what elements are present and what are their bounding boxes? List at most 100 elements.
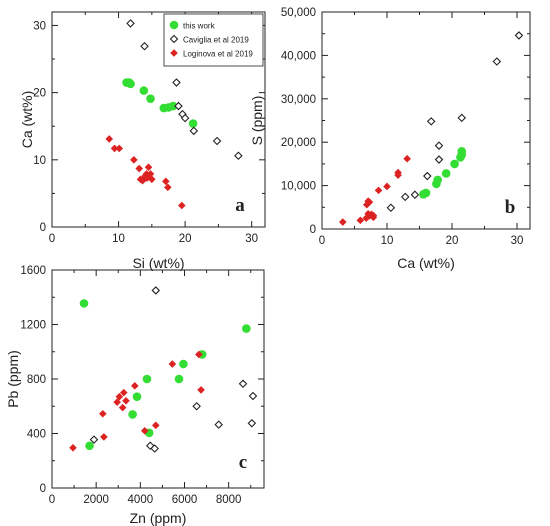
x-tick-label: 8000 bbox=[216, 494, 242, 506]
x-tick-label: 0 bbox=[49, 494, 55, 506]
data-point bbox=[434, 141, 444, 150]
data-point bbox=[177, 201, 186, 210]
data-point bbox=[172, 78, 181, 87]
x-tick-label: 30 bbox=[511, 235, 524, 247]
series-caviglia-et-al-2019 bbox=[89, 286, 258, 453]
x-tick-label: 2000 bbox=[83, 494, 109, 506]
data-point bbox=[69, 444, 77, 452]
x-axis-label: Ca (wt%) bbox=[397, 255, 455, 271]
y-tick-label: 50,000 bbox=[281, 7, 316, 19]
data-point bbox=[139, 86, 149, 95]
y-axis-label: S (ppm) bbox=[249, 96, 265, 146]
x-tick-label: 20 bbox=[446, 235, 459, 247]
data-point bbox=[162, 177, 170, 186]
data-point bbox=[119, 388, 128, 397]
data-point bbox=[394, 168, 402, 177]
data-point bbox=[238, 379, 248, 389]
y-tick-label: 30,000 bbox=[281, 94, 316, 106]
data-point bbox=[374, 186, 383, 195]
legend-marker bbox=[169, 20, 179, 30]
panel-letter: b bbox=[505, 197, 516, 218]
data-point bbox=[128, 410, 137, 419]
series-this-work bbox=[419, 147, 467, 199]
data-point bbox=[174, 374, 184, 384]
data-point bbox=[214, 420, 224, 429]
chart-panel-b: 0 10 20 30 0 10,000 20,000 30,000 40,000 50,000 Ca… bbox=[249, 7, 531, 271]
data-point bbox=[180, 113, 190, 123]
y-tick-label: 800 bbox=[27, 374, 46, 386]
data-point bbox=[450, 159, 459, 169]
legend-label: this work bbox=[183, 22, 216, 31]
x-tick-label: 4000 bbox=[128, 494, 154, 506]
y-tick-label: 0 bbox=[310, 224, 316, 236]
x-axis-label: Zn (ppm) bbox=[130, 510, 187, 526]
data-point bbox=[105, 135, 114, 143]
data-point bbox=[110, 144, 119, 153]
series-loginova-et-al-2019 bbox=[339, 154, 411, 226]
legend-box bbox=[163, 13, 264, 67]
data-point bbox=[356, 216, 365, 225]
data-point bbox=[339, 218, 347, 226]
data-point bbox=[124, 78, 134, 87]
data-point bbox=[457, 113, 467, 123]
data-point bbox=[100, 433, 108, 441]
data-point bbox=[383, 182, 391, 191]
data-point bbox=[212, 136, 222, 146]
data-point bbox=[363, 200, 371, 209]
data-point bbox=[403, 154, 411, 163]
data-point bbox=[148, 175, 156, 184]
legend-marker bbox=[169, 34, 179, 44]
data-point bbox=[146, 94, 155, 103]
data-point bbox=[146, 170, 155, 178]
legend-marker bbox=[170, 49, 178, 57]
data-point bbox=[197, 386, 205, 394]
data-point bbox=[234, 151, 243, 161]
x-tick-label: 20 bbox=[179, 233, 192, 245]
y-axis-label: Pb (ppm) bbox=[5, 350, 21, 408]
data-point bbox=[144, 163, 153, 172]
data-point bbox=[400, 192, 410, 202]
data-point bbox=[135, 164, 143, 173]
series-caviglia-et-al-2019 bbox=[386, 31, 524, 213]
data-point bbox=[179, 359, 188, 369]
y-tick-label: 400 bbox=[27, 429, 46, 441]
data-point bbox=[195, 350, 203, 359]
chart-panel-a: 0 10 20 30 0 10 20 30 Si (wt%) Ca (wt%) a this work… bbox=[19, 11, 266, 271]
data-point bbox=[142, 374, 152, 384]
series-this-work bbox=[79, 299, 251, 451]
data-point bbox=[131, 382, 139, 390]
data-point bbox=[79, 299, 89, 308]
data-point bbox=[164, 183, 172, 192]
data-point bbox=[441, 169, 451, 178]
legend-label: Caviglia et al 2019 bbox=[183, 36, 249, 45]
data-point bbox=[364, 197, 372, 206]
data-point bbox=[514, 31, 524, 40]
data-point bbox=[118, 403, 127, 412]
data-point bbox=[174, 101, 183, 111]
y-tick-label: 1600 bbox=[20, 265, 46, 277]
data-point bbox=[126, 19, 135, 28]
y-tick-label: 30 bbox=[33, 20, 46, 32]
data-point bbox=[492, 57, 502, 66]
series-loginova-et-al-2019 bbox=[69, 350, 205, 452]
data-point bbox=[168, 101, 178, 111]
data-point bbox=[189, 126, 199, 136]
y-tick-label: 40,000 bbox=[281, 50, 316, 62]
chart-panel-c: 0 2000 4000 6000 8000 0 400 800 1200 1600 Zn (ppm)… bbox=[5, 265, 265, 526]
y-tick-label: 10 bbox=[33, 155, 46, 167]
data-point bbox=[115, 144, 124, 153]
y-tick-label: 20,000 bbox=[281, 137, 316, 149]
data-point bbox=[130, 156, 138, 164]
data-point bbox=[242, 324, 251, 333]
data-point bbox=[369, 213, 378, 222]
y-tick-label: 0 bbox=[40, 222, 46, 234]
data-point bbox=[386, 203, 396, 213]
data-point bbox=[115, 392, 124, 401]
data-point bbox=[140, 426, 149, 435]
x-tick-label: 10 bbox=[112, 233, 125, 245]
data-point bbox=[150, 444, 159, 453]
panel-letter: c bbox=[239, 452, 247, 473]
data-point bbox=[434, 155, 444, 164]
data-point bbox=[89, 435, 99, 444]
